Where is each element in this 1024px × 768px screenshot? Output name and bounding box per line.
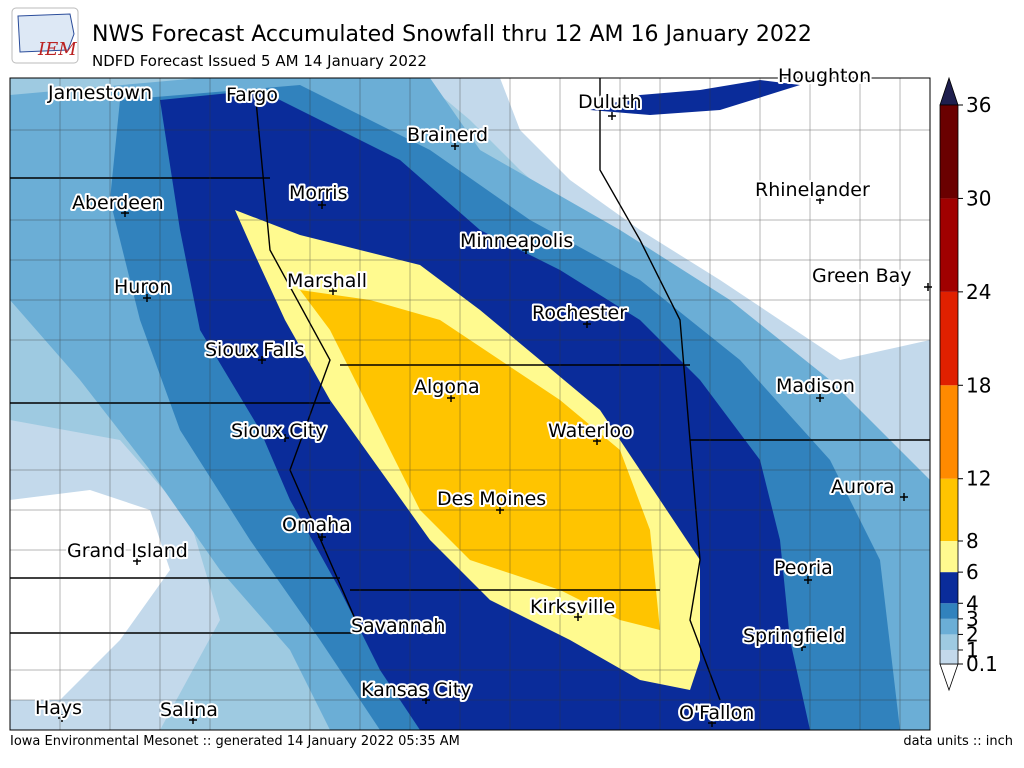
city-marker xyxy=(574,613,582,621)
colorbar-tick-label: 8 xyxy=(966,529,979,553)
city-marker xyxy=(121,209,129,217)
city-label: Kansas City xyxy=(361,679,472,701)
city-label: Marshall xyxy=(287,270,367,292)
city-label: Aberdeen xyxy=(72,192,164,214)
city-marker xyxy=(583,320,591,328)
city-marker xyxy=(816,196,824,204)
colorbar-segment xyxy=(940,540,958,573)
subtitle: NDFD Forecast Issued 5 AM 14 January 202… xyxy=(92,52,427,70)
city-label: Peoria xyxy=(774,557,833,579)
colorbar-tick-label: 1 xyxy=(966,638,979,662)
city-label: Waterloo xyxy=(548,420,633,442)
colorbar-tick-label: 30 xyxy=(966,186,991,210)
title: NWS Forecast Accumulated Snowfall thru 1… xyxy=(92,22,812,47)
city-label: Sioux City xyxy=(231,420,327,442)
logo-text: IEM xyxy=(37,39,77,60)
city-marker xyxy=(281,434,289,442)
colorbar-segment xyxy=(940,478,958,541)
city-marker xyxy=(258,356,266,364)
city-label: Savannah xyxy=(351,615,445,637)
colorbar-segment xyxy=(940,385,958,479)
city-label: Rochester xyxy=(532,302,627,324)
city-label: Green Bay xyxy=(812,265,912,287)
city-marker xyxy=(133,557,141,565)
colorbar-segment xyxy=(940,603,958,619)
city-marker xyxy=(608,112,616,120)
city-label: Kirksville xyxy=(530,596,615,618)
city-marker xyxy=(900,493,908,501)
colorbar-tick-label: 3 xyxy=(966,607,979,631)
city-marker xyxy=(447,394,455,402)
city-marker xyxy=(451,142,459,150)
city-marker xyxy=(816,394,824,402)
city-marker xyxy=(496,506,504,514)
colorbar-tick-label: 0.1 xyxy=(966,652,998,676)
city-label: Madison xyxy=(776,375,855,397)
city-marker xyxy=(329,287,337,295)
colorbar-segment xyxy=(940,572,958,604)
footer-left: Iowa Environmental Mesonet :: generated … xyxy=(10,734,460,749)
colorbar-under xyxy=(939,663,959,692)
city-marker xyxy=(708,719,716,727)
city-marker xyxy=(58,714,66,722)
city-label: O'Fallon xyxy=(679,702,754,724)
city-marker xyxy=(189,716,197,724)
city-marker xyxy=(402,623,410,631)
colorbar-tick-label: 36 xyxy=(966,93,991,117)
city-label: Hays xyxy=(35,697,82,719)
city-label: Algona xyxy=(414,376,480,398)
colorbar-tick-label: 6 xyxy=(966,560,979,584)
city-label: Des Moines xyxy=(437,488,546,510)
footer-right: data units :: inch xyxy=(903,734,1013,749)
colorbar-segment xyxy=(940,618,958,635)
city-marker xyxy=(593,437,601,445)
colorbar-tick-label: 18 xyxy=(966,373,991,397)
city-label: Duluth xyxy=(578,91,642,113)
colorbar-tick-label: 12 xyxy=(966,467,991,491)
city-marker xyxy=(798,643,806,651)
city-label: Huron xyxy=(114,276,171,298)
colorbar-tick-label: 2 xyxy=(966,622,979,646)
city-label: Springfield xyxy=(743,625,845,647)
city-marker xyxy=(924,283,932,291)
city-marker xyxy=(522,246,530,254)
city-marker xyxy=(422,696,430,704)
city-label: Jamestown xyxy=(47,82,152,104)
city-marker xyxy=(804,576,812,584)
colorbar-over xyxy=(939,76,959,106)
city-label: Brainerd xyxy=(407,124,488,146)
city-label: Rhinelander xyxy=(755,179,870,201)
city-label: Omaha xyxy=(282,514,351,536)
city-marker xyxy=(318,533,326,541)
city-label: Houghton xyxy=(778,65,871,87)
city-label: Grand Island xyxy=(67,540,188,562)
colorbar-segment xyxy=(940,198,958,292)
city-marker xyxy=(318,201,326,209)
city-label: Minneapolis xyxy=(460,230,573,252)
colorbar-frame xyxy=(939,104,959,665)
colorbar-segment xyxy=(940,634,958,650)
logo: IEM xyxy=(11,7,79,64)
city-label: Morris xyxy=(289,182,347,204)
colorbar-segment xyxy=(940,649,958,664)
colorbar-segment xyxy=(940,105,958,199)
colorbar-segment xyxy=(940,291,958,386)
city-label: Salina xyxy=(160,699,218,721)
map: Houghton Jamestown Fargo Duluth Brainerd Aber… xyxy=(9,63,932,731)
city-label: Fargo xyxy=(226,84,278,106)
city-marker xyxy=(143,294,151,302)
city-label: Sioux Falls xyxy=(205,339,305,361)
city-label: Aurora xyxy=(831,476,895,498)
colorbar-tick-label: 24 xyxy=(966,280,991,304)
colorbar-tick-label: 4 xyxy=(966,591,979,615)
